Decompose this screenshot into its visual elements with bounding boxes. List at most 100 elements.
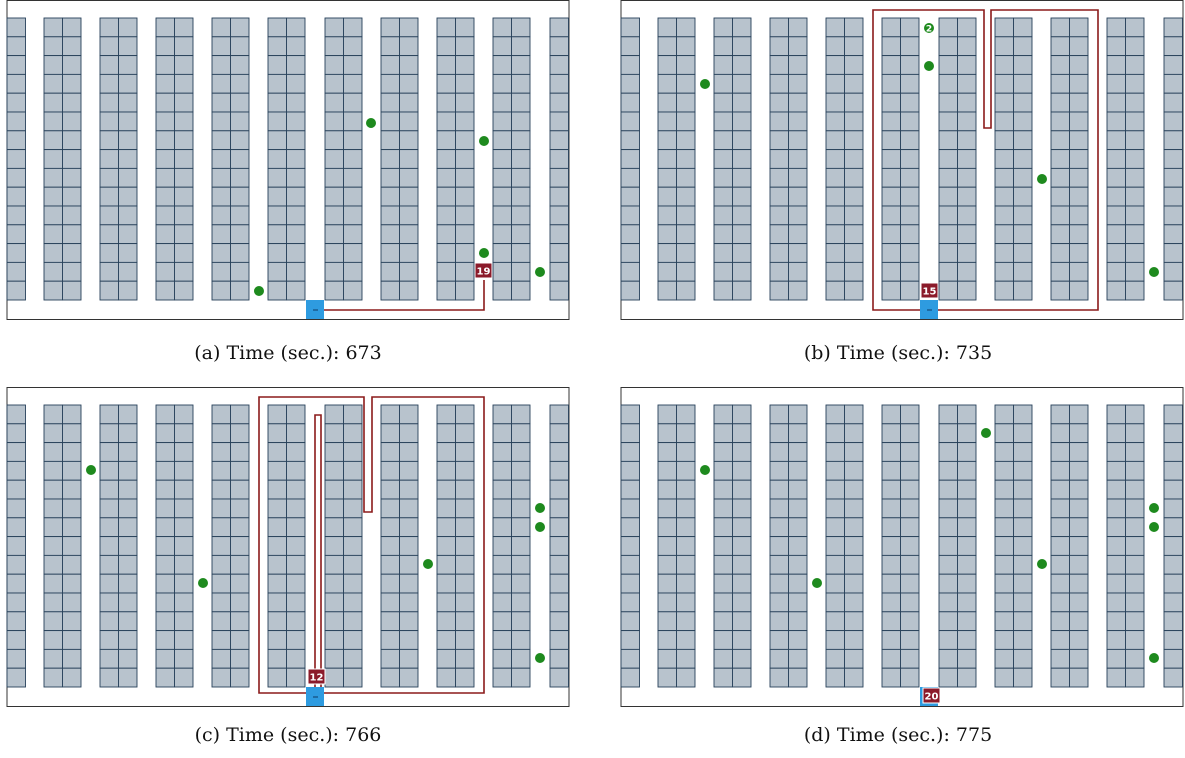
shelf-cell [436,111,456,132]
shelf-cell [174,243,194,263]
shelf-cell [155,667,175,688]
shelf-cell [230,592,250,613]
shelf-cell [994,442,1014,462]
shelf-cell [99,224,119,245]
shelf-cell [267,517,287,538]
shelf-cell [657,55,677,75]
shelf-cell [825,592,845,613]
shelf-cell [769,423,789,444]
shelf-cell [343,554,363,575]
shelf-cell [118,167,138,188]
shelf-cell [1013,261,1033,282]
shelf-cell [549,479,569,500]
shelf-cell [155,111,175,132]
shelf-cell [6,92,26,113]
shelf-cell [43,460,63,481]
shelf-cell [343,243,363,263]
shelf-cell [900,73,920,94]
shelf-cell [620,648,640,669]
shelf-cell [1050,205,1070,226]
shelf-cell [211,73,231,94]
shelf-cell [1013,111,1033,132]
shelf-cell [549,167,569,188]
shelf-cell [844,205,864,226]
shelf-cell [118,111,138,132]
shelf-cell [938,92,958,113]
shelf-cell [455,167,475,188]
shelf-cell [713,186,733,207]
shelf-cell [769,261,789,282]
shelf-cell [324,573,344,594]
shelf-cell [118,36,138,57]
shelf-cell [62,186,82,207]
shelf-cell [676,442,696,462]
shelf-cell [1163,36,1183,57]
shelf-cell [1069,554,1089,575]
shelf-cell [657,667,677,688]
shelf-cell [1050,17,1070,38]
shelf-cell [657,404,677,425]
shelf-cell [900,442,920,462]
shelf-cell [1013,186,1033,207]
shelf-cell [900,149,920,169]
shelf-cell [676,404,696,425]
shelf-cell [62,536,82,556]
shelf-cell [43,442,63,462]
shelf-cell [900,111,920,132]
shelf-cell [900,573,920,594]
shelf-cell [713,73,733,94]
shelf-cell [881,592,901,613]
shelf-cell [492,442,512,462]
shelf-cell [620,611,640,632]
shelf-cell [732,479,752,500]
shelf-cell [957,17,977,38]
shelf-cell [455,630,475,650]
picker-label: 15 [923,287,937,298]
shelf-cell [286,224,306,245]
shelf-cell [436,36,456,57]
shelf-cell [324,404,344,425]
shelf-cell [155,442,175,462]
shelf-cell [881,423,901,444]
shelf-cell [957,573,977,594]
shelf-cell [825,149,845,169]
shelf-cell [230,573,250,594]
shelf-cell [549,667,569,688]
panel-b: 2 15 (b) Time (sec.): 735 [614,0,1185,380]
shelf-cell [99,36,119,57]
shelf-cell [676,167,696,188]
shelf-cell [769,536,789,556]
shelf-cell [399,630,419,650]
shelf-cell [713,111,733,132]
shelf-cell [620,224,640,245]
shelf-cell [99,261,119,282]
shelf-cell [713,536,733,556]
shelf-cell [511,460,531,481]
shelf-cell [211,460,231,481]
shelf-cell [1050,442,1070,462]
shelf-cell [511,280,531,301]
shelf-cell [211,517,231,538]
shelf-cell [174,573,194,594]
shelf-cell [211,55,231,75]
shelf-cell [1125,167,1145,188]
shelf-cell [676,73,696,94]
shelf-cell [436,611,456,632]
shelf-cell [118,404,138,425]
shelf-cell [549,111,569,132]
shelf-cell [324,479,344,500]
shelf-cell [1125,404,1145,425]
shelf-cell [676,423,696,444]
shelf-cell [436,536,456,556]
shelf-cell [732,630,752,650]
shelf-cell [43,517,63,538]
shelf-cell [6,630,26,650]
shelf-cell [455,36,475,57]
shelf-cell [286,130,306,151]
shelf-cell [881,630,901,650]
shelf-cell [769,92,789,113]
shelf-cell [436,261,456,282]
shelf-cell [1163,92,1183,113]
shelf-cell [549,55,569,75]
shelf-cell [230,536,250,556]
